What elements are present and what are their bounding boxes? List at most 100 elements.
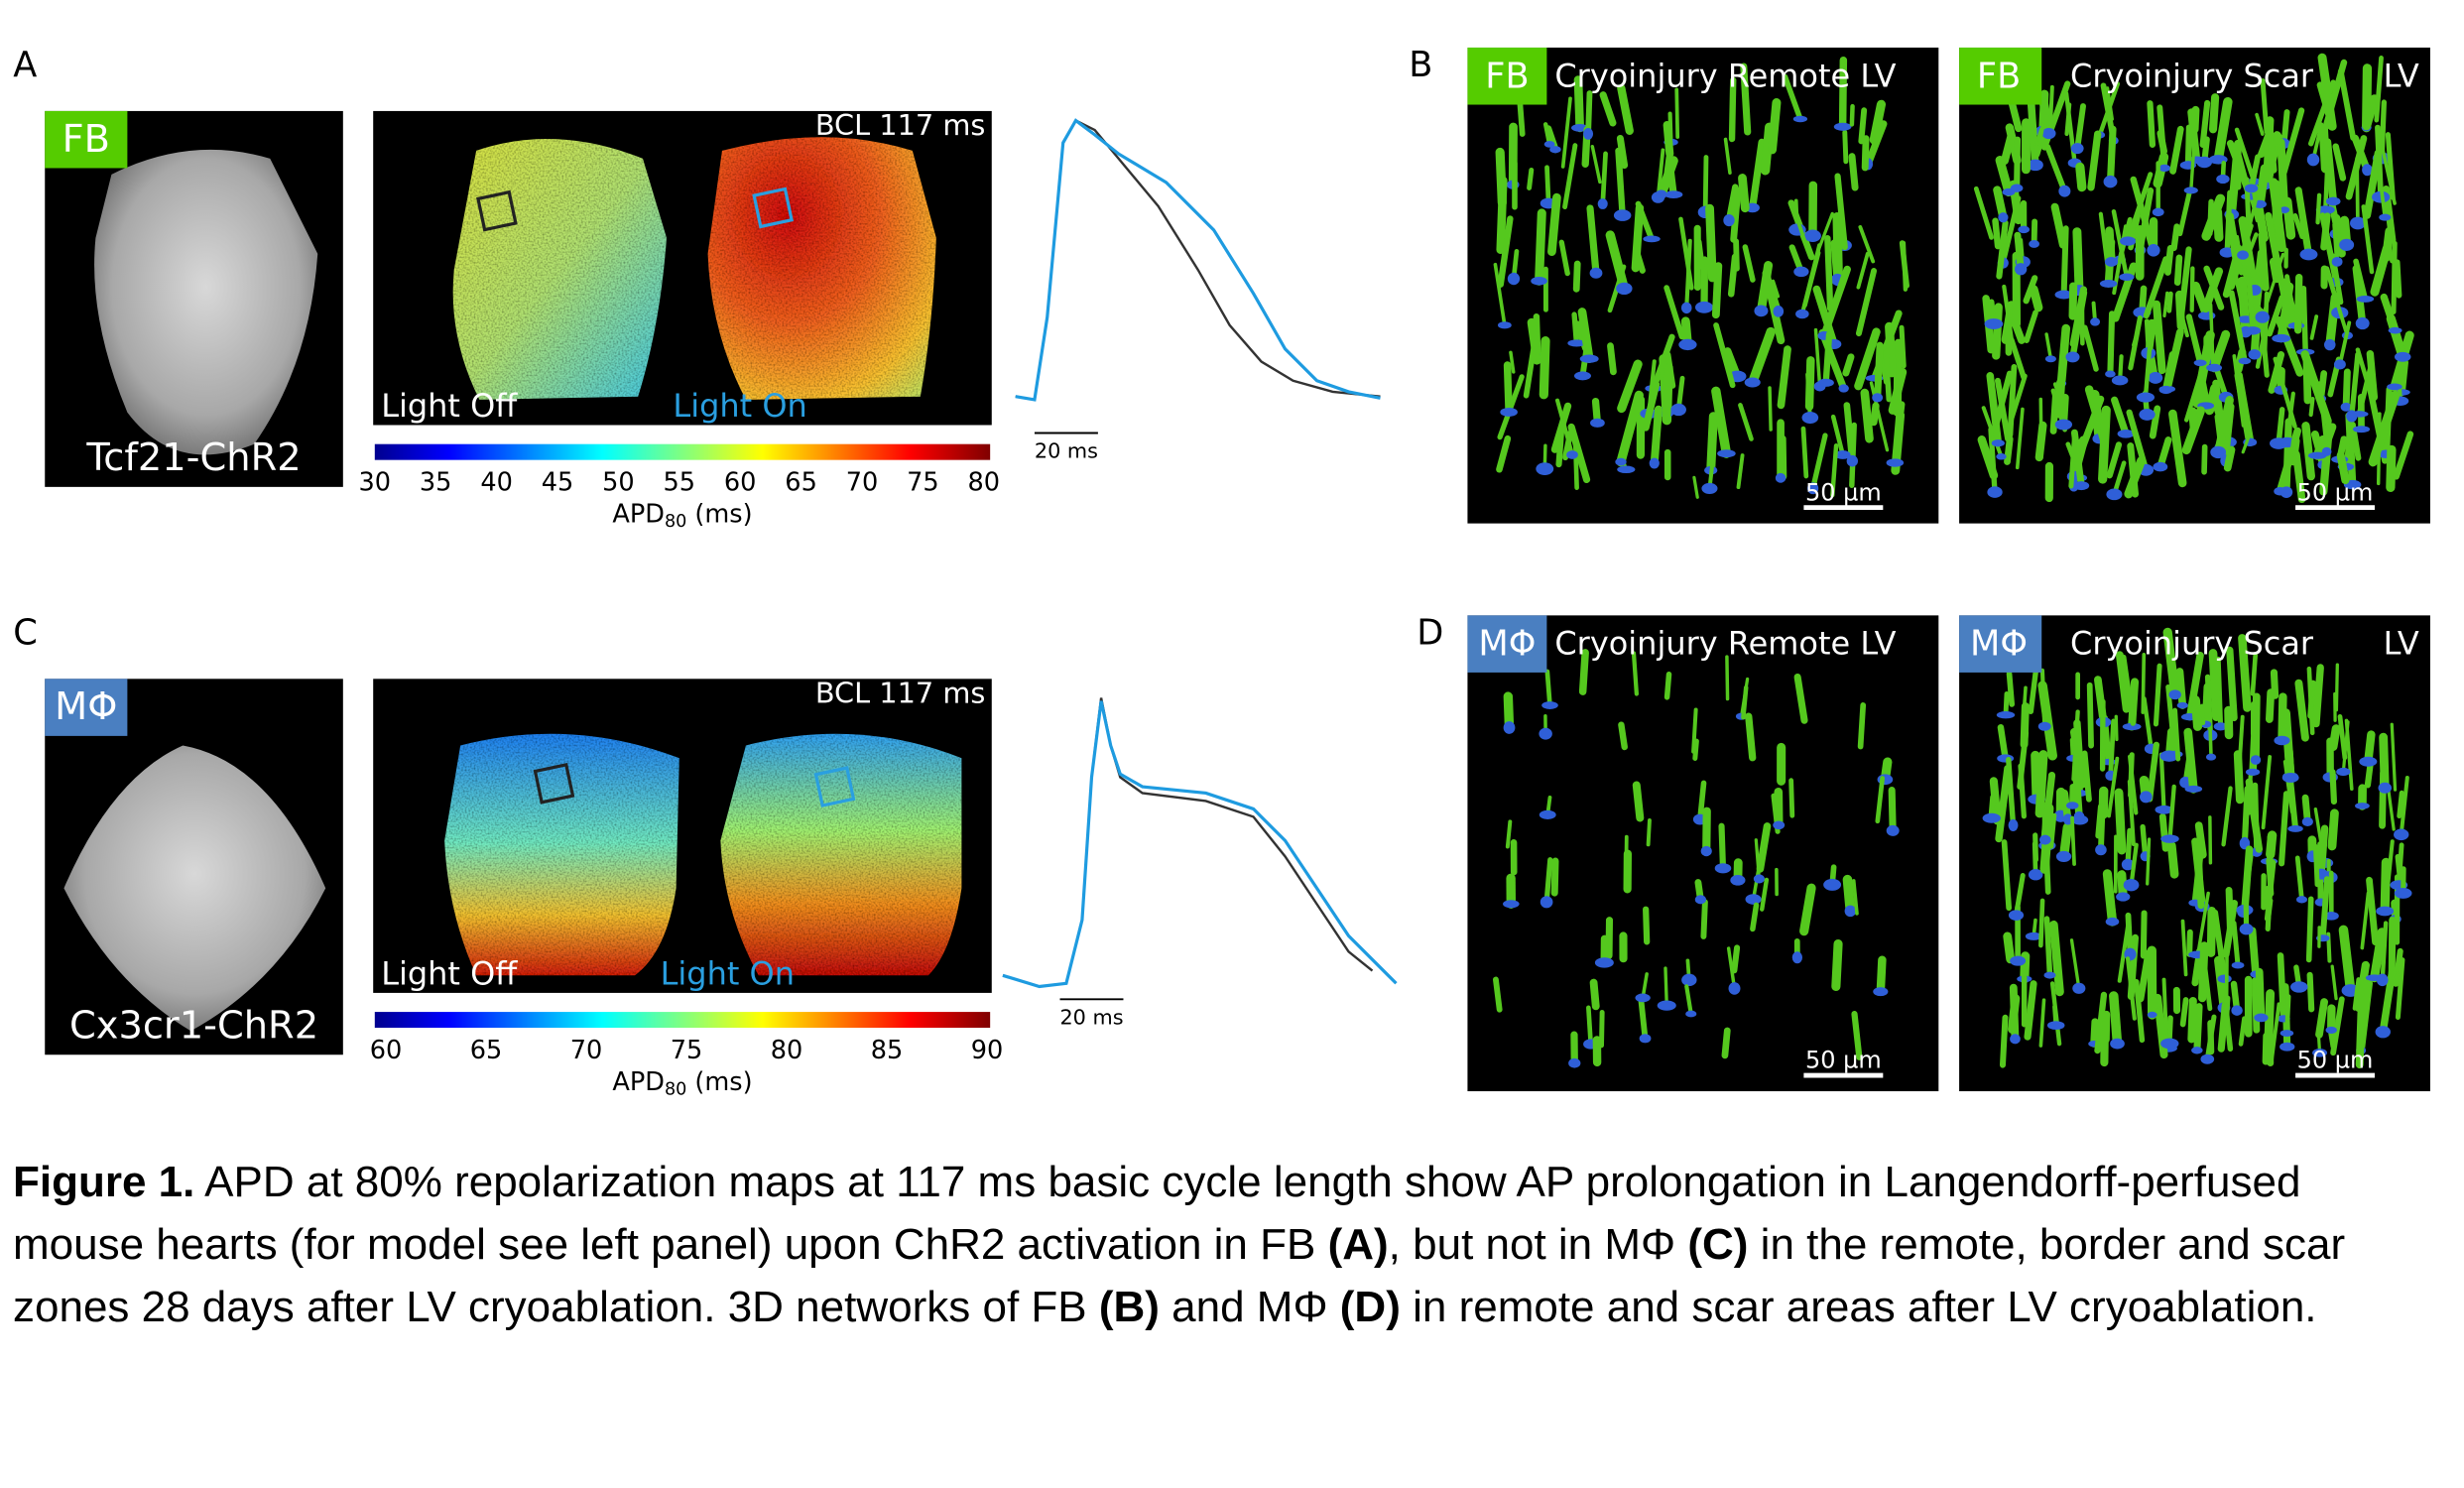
- nucleus: [2038, 834, 2051, 845]
- nucleus: [2323, 338, 2336, 351]
- fiber: [1663, 120, 1674, 159]
- nucleus: [1886, 824, 1900, 836]
- fiber: [2068, 282, 2078, 320]
- fiber: [2330, 996, 2345, 1056]
- fiber: [1543, 857, 1553, 905]
- fiber: [1992, 217, 2002, 250]
- fiber: [1493, 262, 1507, 327]
- fiber: [1562, 143, 1578, 210]
- fiber: [2330, 964, 2338, 1001]
- nucleus: [2339, 238, 2355, 251]
- fiber: [2366, 876, 2379, 946]
- nucleus: [2103, 175, 2118, 188]
- nucleus: [2117, 429, 2135, 438]
- nucleus: [2041, 127, 2056, 140]
- fiber: [1855, 268, 1878, 337]
- fiber: [2368, 390, 2401, 467]
- fiber: [1721, 1027, 1731, 1059]
- fiber: [1800, 426, 1809, 479]
- fiber: [1711, 386, 1732, 458]
- fiber: [1573, 75, 1585, 133]
- badge-text: MΦ: [1478, 624, 1536, 665]
- nucleus: [2375, 1026, 2391, 1039]
- fiber: [2172, 707, 2181, 762]
- fiber: [2125, 172, 2154, 244]
- nucleus: [2378, 782, 2393, 794]
- nucleus: [2010, 955, 2027, 966]
- nucleus: [1685, 1010, 1697, 1018]
- fiber: [2387, 788, 2396, 831]
- fiber: [2147, 741, 2160, 803]
- fiber: [2212, 909, 2228, 982]
- fiber: [1995, 156, 2014, 197]
- heart-map: [707, 137, 936, 400]
- fiber: [2306, 971, 2315, 1013]
- fiber: [2153, 663, 2162, 727]
- nucleus: [1579, 354, 1599, 363]
- colorbar-tick-label: 35: [420, 468, 452, 498]
- nucleus: [1531, 277, 1547, 286]
- fiber: [2252, 692, 2261, 764]
- nucleus: [1998, 212, 2009, 223]
- fiber: [1590, 144, 1602, 185]
- fiber: [2248, 927, 2260, 978]
- nucleus: [1754, 305, 1769, 317]
- fiber: [2102, 869, 2118, 927]
- fiber: [1550, 857, 1559, 897]
- fiber: [2007, 364, 2018, 438]
- nucleus: [2379, 213, 2392, 221]
- fiber: [1577, 308, 1594, 364]
- nucleus: [2254, 1013, 2269, 1023]
- fiber: [2292, 450, 2306, 504]
- colorbar-tick-label: 70: [846, 468, 879, 498]
- nucleus: [2331, 256, 2343, 267]
- fiber: [2255, 164, 2270, 209]
- fiber: [2006, 757, 2017, 828]
- nucleus: [2099, 279, 2118, 288]
- fiber: [1822, 331, 1833, 387]
- fiber: [2226, 646, 2238, 722]
- nucleus: [2184, 785, 2203, 793]
- fiber: [2385, 132, 2396, 200]
- fiber: [2199, 703, 2206, 726]
- nucleus: [1643, 235, 1661, 243]
- fiber: [2241, 845, 2254, 915]
- fiber: [2108, 718, 2117, 779]
- colorbar-tick-label: 60: [724, 468, 757, 498]
- fiber: [2043, 916, 2053, 978]
- fiber: [1618, 721, 1628, 751]
- nucleus: [2205, 753, 2217, 761]
- image-title: Cryoinjury Remote LV: [1554, 625, 1896, 663]
- fiber: [2015, 407, 2025, 470]
- fiber: [2022, 685, 2028, 718]
- nucleus: [2394, 351, 2411, 362]
- fiber: [2375, 153, 2388, 219]
- nucleus: [2110, 1038, 2125, 1050]
- fiber: [1996, 219, 2009, 280]
- fiber: [2128, 314, 2143, 371]
- fiber: [1810, 433, 1828, 491]
- nucleus: [2350, 216, 2366, 230]
- fiber: [2209, 329, 2231, 373]
- fiber: [2266, 898, 2274, 929]
- fiber: [2315, 192, 2322, 225]
- fiber: [2224, 944, 2229, 1018]
- nucleus: [1568, 1057, 1581, 1068]
- nucleus: [2279, 486, 2293, 498]
- nucleus: [1873, 987, 1889, 997]
- nucleus: [2148, 371, 2163, 384]
- nucleus: [2219, 247, 2235, 258]
- nucleus: [1566, 450, 1578, 459]
- nucleus: [1791, 951, 1803, 964]
- colorbar-label-unit: (ms): [694, 1067, 752, 1097]
- nucleus: [2307, 451, 2327, 459]
- badge-text: MΦ: [1970, 624, 2028, 665]
- nucleus: [2376, 973, 2389, 987]
- fiber: [2315, 998, 2328, 1039]
- fiber: [2038, 898, 2045, 948]
- nucleus: [2213, 722, 2228, 731]
- fiber: [2111, 396, 2130, 437]
- nucleus: [2147, 1011, 2157, 1019]
- nucleus: [2231, 1005, 2243, 1016]
- fiber: [2130, 176, 2156, 252]
